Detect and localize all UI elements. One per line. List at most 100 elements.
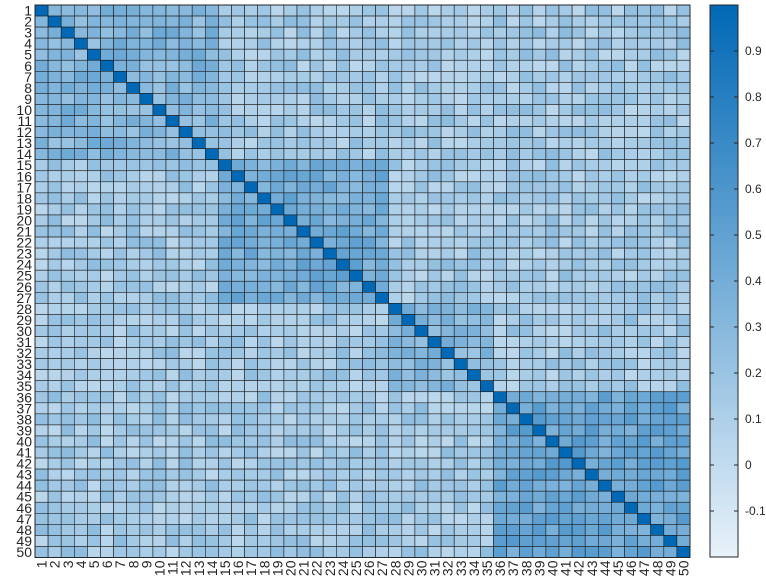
heatmap-cell [47, 501, 62, 514]
heatmap-cell [506, 181, 521, 194]
heatmap-cell [244, 314, 259, 326]
heatmap-cell [322, 380, 337, 393]
heatmap-cell [283, 424, 298, 437]
heatmap-cell [60, 325, 75, 337]
heatmap-cell [100, 479, 114, 492]
heatmap-cell [113, 4, 127, 17]
heatmap-cell [427, 280, 442, 293]
heatmap-cell [571, 402, 586, 415]
heatmap-cell [60, 479, 75, 492]
heatmap-cell [611, 82, 625, 94]
heatmap-cell [597, 280, 612, 293]
heatmap-cell [322, 413, 337, 426]
heatmap-cell [453, 236, 468, 249]
heatmap-cell [270, 159, 285, 172]
heatmap-cell [244, 369, 259, 381]
heatmap-cell [480, 535, 494, 547]
heatmap-cell [257, 192, 272, 205]
heatmap-cell [466, 446, 481, 459]
heatmap-cell [126, 15, 141, 28]
heatmap-cell [362, 115, 376, 127]
heatmap-cell [152, 203, 167, 216]
heatmap-cell [519, 170, 534, 183]
heatmap-cell [322, 225, 337, 238]
heatmap-cell [126, 181, 141, 194]
heatmap-cell [74, 479, 88, 492]
heatmap-cell [545, 524, 560, 536]
heatmap-cell [650, 546, 665, 558]
heatmap-cell [532, 347, 547, 359]
heatmap-cell [47, 203, 62, 216]
heatmap-cell [558, 336, 573, 348]
heatmap-cell [165, 314, 180, 326]
heatmap-cell [453, 457, 468, 470]
heatmap-cell [480, 490, 494, 503]
heatmap-cell [676, 291, 691, 304]
heatmap-cell [611, 479, 625, 492]
heatmap-cell [558, 424, 573, 437]
heatmap-cell [532, 48, 547, 61]
heatmap-cell [60, 115, 75, 127]
heatmap-cell [676, 435, 691, 448]
heatmap-cell [519, 71, 534, 83]
heatmap-cell [205, 501, 219, 514]
heatmap-cell [335, 15, 350, 28]
heatmap-cell [453, 37, 468, 50]
heatmap-cell [584, 435, 599, 448]
heatmap-cell [637, 380, 651, 393]
heatmap-cell [493, 137, 507, 149]
row-label: 28 [16, 301, 32, 317]
heatmap-cell [139, 336, 154, 348]
heatmap-cell [650, 71, 665, 83]
heatmap-cell [650, 314, 665, 326]
heatmap-cell [191, 148, 206, 160]
heatmap-cell [493, 380, 507, 393]
heatmap-cell [637, 48, 651, 61]
heatmap-cell [375, 236, 390, 249]
heatmap-cell [624, 479, 638, 492]
heatmap-cell [283, 435, 298, 448]
heatmap-cell [493, 37, 507, 50]
heatmap-cell [139, 424, 154, 437]
heatmap-cell [611, 236, 625, 249]
heatmap-cell [650, 247, 665, 260]
heatmap-cell [113, 82, 127, 94]
heatmap-cell [637, 435, 651, 448]
heatmap-cell [427, 48, 442, 61]
heatmap-cell [322, 170, 337, 183]
row-label: 39 [16, 422, 32, 438]
heatmap-cell [309, 314, 324, 326]
heatmap-cell [597, 325, 612, 337]
heatmap-cell [165, 446, 180, 459]
heatmap-cell [152, 490, 167, 503]
heatmap-cell [637, 303, 651, 315]
heatmap-cell [663, 247, 678, 260]
heatmap-cell [519, 347, 534, 359]
heatmap-cell [676, 303, 691, 315]
heatmap-cell [87, 203, 101, 216]
heatmap-cell [519, 546, 534, 558]
heatmap-cell [388, 479, 403, 492]
heatmap-cell [532, 325, 547, 337]
heatmap-cell [244, 358, 259, 370]
heatmap-cell [506, 369, 521, 381]
heatmap-cell [283, 402, 298, 415]
heatmap-cell [205, 4, 219, 17]
heatmap-cell [480, 457, 494, 470]
heatmap-cell [611, 104, 625, 116]
heatmap-cell [100, 336, 114, 348]
heatmap-cell [388, 457, 403, 470]
heatmap-cell [466, 512, 481, 525]
heatmap-cell [611, 258, 625, 271]
heatmap-cell [388, 170, 403, 183]
heatmap-cell [532, 137, 547, 149]
heatmap-cell [414, 225, 429, 238]
heatmap-cell [650, 82, 665, 94]
heatmap-cell [506, 501, 521, 514]
heatmap-cell [152, 225, 167, 238]
heatmap-cell [205, 258, 219, 271]
heatmap-cell [388, 269, 403, 282]
heatmap-cell [388, 358, 403, 370]
heatmap-cell [100, 137, 114, 149]
column-label: 2 [47, 560, 63, 568]
